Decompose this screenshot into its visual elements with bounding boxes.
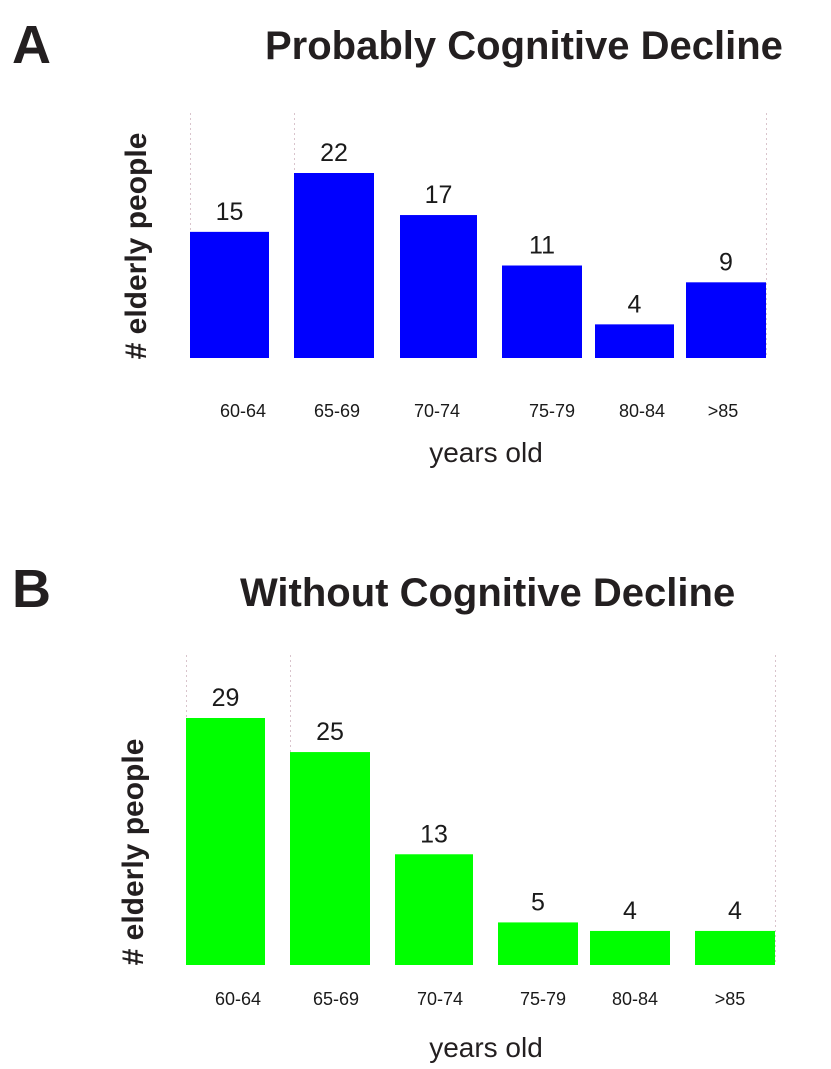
chart-a-x-tick-label-4: 75-79 (529, 401, 575, 421)
chart-a-data-label-6: 9 (719, 248, 733, 276)
panel-letter-a: A (12, 15, 51, 75)
chart-b-data-label-4: 5 (531, 888, 545, 916)
chart-b-x-tick-label-4: 75-79 (520, 989, 566, 1009)
chart-b-bar-2 (290, 752, 370, 965)
chart-b-x-tick-label-2: 65-69 (313, 989, 359, 1009)
chart-a-bar-2 (294, 173, 374, 358)
chart-a-data-label-1: 15 (216, 198, 244, 226)
chart-a-data-label-4: 11 (529, 232, 555, 260)
chart-a-bar-6 (686, 282, 766, 358)
chart-b-title: Without Cognitive Decline (240, 571, 736, 615)
chart-a-data-label-5: 4 (628, 290, 642, 318)
chart-b-x-tick-label-1: 60-64 (215, 989, 261, 1009)
chart-b-bar-6 (695, 930, 775, 965)
chart-b-data-label-2: 25 (316, 718, 344, 746)
chart-a-x-tick-label-1: 60-64 (220, 401, 266, 421)
chart-b-x-axis-label: years old (429, 1032, 543, 1063)
chart-a-x-tick-label-5: 80-84 (619, 401, 665, 421)
chart-b-data-label-1: 29 (212, 684, 240, 712)
chart-b-bar-3 (395, 854, 473, 965)
chart-b-bar-4 (498, 922, 578, 965)
chart-b-x-tick-label-3: 70-74 (417, 989, 463, 1009)
chart-a-bar-1 (190, 231, 269, 358)
chart-a-data-label-3: 17 (425, 181, 453, 209)
chart-a-x-axis-label: years old (429, 437, 543, 468)
chart-b-bar-5 (590, 930, 670, 965)
chart-b-x-tick-label-6: >85 (715, 989, 746, 1009)
chart-b-bar-1 (186, 718, 265, 965)
chart-b-data-label-3: 13 (420, 820, 448, 848)
chart-a-x-tick-label-3: 70-74 (414, 401, 460, 421)
chart-a-bar-5 (595, 324, 674, 358)
chart-a-data-label-2: 22 (320, 139, 348, 167)
panel-letter-b: B (12, 559, 51, 619)
chart-a-x-tick-label-2: 65-69 (314, 401, 360, 421)
chart-a-x-tick-label-6: >85 (708, 401, 739, 421)
chart-a-bar-3 (400, 215, 477, 358)
chart-b-x-tick-label-5: 80-84 (612, 989, 658, 1009)
chart-a-bar-4 (502, 265, 582, 358)
chart-b-data-label-6: 4 (728, 897, 742, 925)
chart-a-title: Probably Cognitive Decline (265, 24, 783, 68)
chart-b-data-label-5: 4 (623, 897, 637, 925)
